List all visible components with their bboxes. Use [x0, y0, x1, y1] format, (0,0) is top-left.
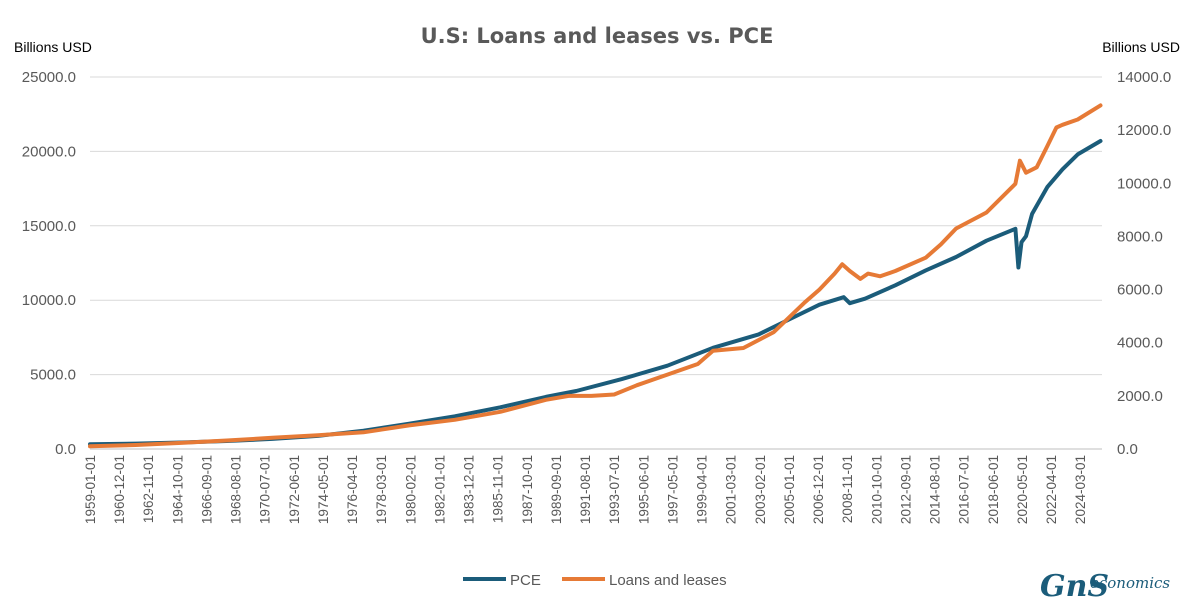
- chart-title: U.S: Loans and leases vs. PCE: [421, 24, 774, 48]
- left-y-axis: 0.0 5000.0 10000.0 15000.0 20000.0 25000.0: [22, 69, 76, 458]
- x-axis: 1959-01-01 1960-12-01 1962-11-01 1964-10-01…: [83, 455, 1088, 524]
- logo-tagline: economics: [1090, 574, 1170, 592]
- y-tick-label-left: 0.0: [55, 441, 76, 458]
- x-tick-label: 1959-01-01: [83, 455, 98, 524]
- x-tick-label: 2020-05-01: [1015, 455, 1030, 524]
- x-tick-label: 1970-07-01: [258, 455, 273, 524]
- x-tick-label: 2014-08-01: [928, 455, 943, 524]
- x-tick-label: 2008-11-01: [840, 455, 855, 523]
- x-tick-label: 2010-10-01: [869, 455, 884, 524]
- y-tick-label-left: 20000.0: [22, 143, 76, 160]
- series-line-loans-and-leases: [88, 103, 1103, 449]
- y-tick-label-right: 10000.0: [1117, 175, 1171, 192]
- x-tick-label: 1982-01-01: [432, 455, 447, 524]
- x-tick-label: 1966-09-01: [199, 455, 214, 524]
- x-tick-label: 2003-02-01: [753, 455, 768, 524]
- y-tick-label-right: 14000.0: [1117, 69, 1171, 86]
- x-tick-label: 2012-09-01: [898, 455, 913, 524]
- y-tick-label-left: 15000.0: [22, 218, 76, 235]
- x-tick-label: 1987-10-01: [520, 455, 535, 524]
- gns-economics-logo: GnS economics: [1040, 569, 1170, 604]
- x-tick-label: 1997-05-01: [665, 455, 680, 524]
- x-tick-label: 1991-08-01: [578, 455, 593, 524]
- x-tick-label: 1983-12-01: [462, 455, 477, 524]
- x-tick-label: 2022-04-01: [1044, 455, 1059, 524]
- logo-brand: GnS: [1040, 569, 1109, 604]
- x-tick-label: 1980-02-01: [403, 455, 418, 524]
- x-tick-label: 1995-06-01: [636, 455, 651, 524]
- legend-label-pce: PCE: [510, 572, 541, 589]
- y-tick-label-right: 4000.0: [1117, 335, 1163, 352]
- y-tick-label-right: 2000.0: [1117, 388, 1163, 405]
- y-tick-label-right: 8000.0: [1117, 228, 1163, 245]
- x-tick-label: 1985-11-01: [491, 455, 506, 523]
- y-tick-label-right: 0.0: [1117, 441, 1138, 458]
- x-tick-label: 2005-01-01: [782, 455, 797, 524]
- y-tick-label-left: 25000.0: [22, 69, 76, 86]
- x-tick-label: 1964-10-01: [170, 455, 185, 524]
- x-tick-label: 2001-03-01: [724, 455, 739, 524]
- x-tick-label: 1978-03-01: [374, 455, 389, 524]
- series-lines: [88, 103, 1103, 449]
- right-y-axis: 0.0 2000.0 4000.0 6000.0 8000.0 10000.0 12000.…: [1117, 69, 1171, 458]
- x-tick-label: 2006-12-01: [811, 455, 826, 524]
- series-line-pce: [88, 139, 1103, 447]
- x-tick-label: 2024-03-01: [1073, 455, 1088, 524]
- legend: PCE Loans and leases: [463, 572, 727, 589]
- x-tick-label: 2016-07-01: [957, 455, 972, 524]
- left-axis-unit-label: Billions USD: [14, 39, 92, 55]
- y-tick-label-left: 5000.0: [30, 367, 76, 384]
- legend-label-loans: Loans and leases: [609, 572, 727, 589]
- x-tick-label: 1960-12-01: [112, 455, 127, 524]
- gridlines: [90, 76, 1102, 450]
- x-tick-label: 2018-06-01: [986, 455, 1001, 524]
- right-axis-unit-label: Billions USD: [1102, 39, 1180, 55]
- x-tick-label: 1999-04-01: [695, 455, 710, 524]
- x-tick-label: 1962-11-01: [141, 455, 156, 523]
- y-tick-label-right: 12000.0: [1117, 122, 1171, 139]
- x-tick-label: 1989-09-01: [549, 455, 564, 524]
- x-tick-label: 1976-04-01: [345, 455, 360, 524]
- x-tick-label: 1974-05-01: [316, 455, 331, 524]
- x-tick-label: 1993-07-01: [607, 455, 622, 524]
- y-tick-label-left: 10000.0: [22, 292, 76, 309]
- x-tick-label: 1968-08-01: [229, 455, 244, 524]
- x-tick-label: 1972-06-01: [287, 455, 302, 524]
- y-tick-label-right: 6000.0: [1117, 282, 1163, 299]
